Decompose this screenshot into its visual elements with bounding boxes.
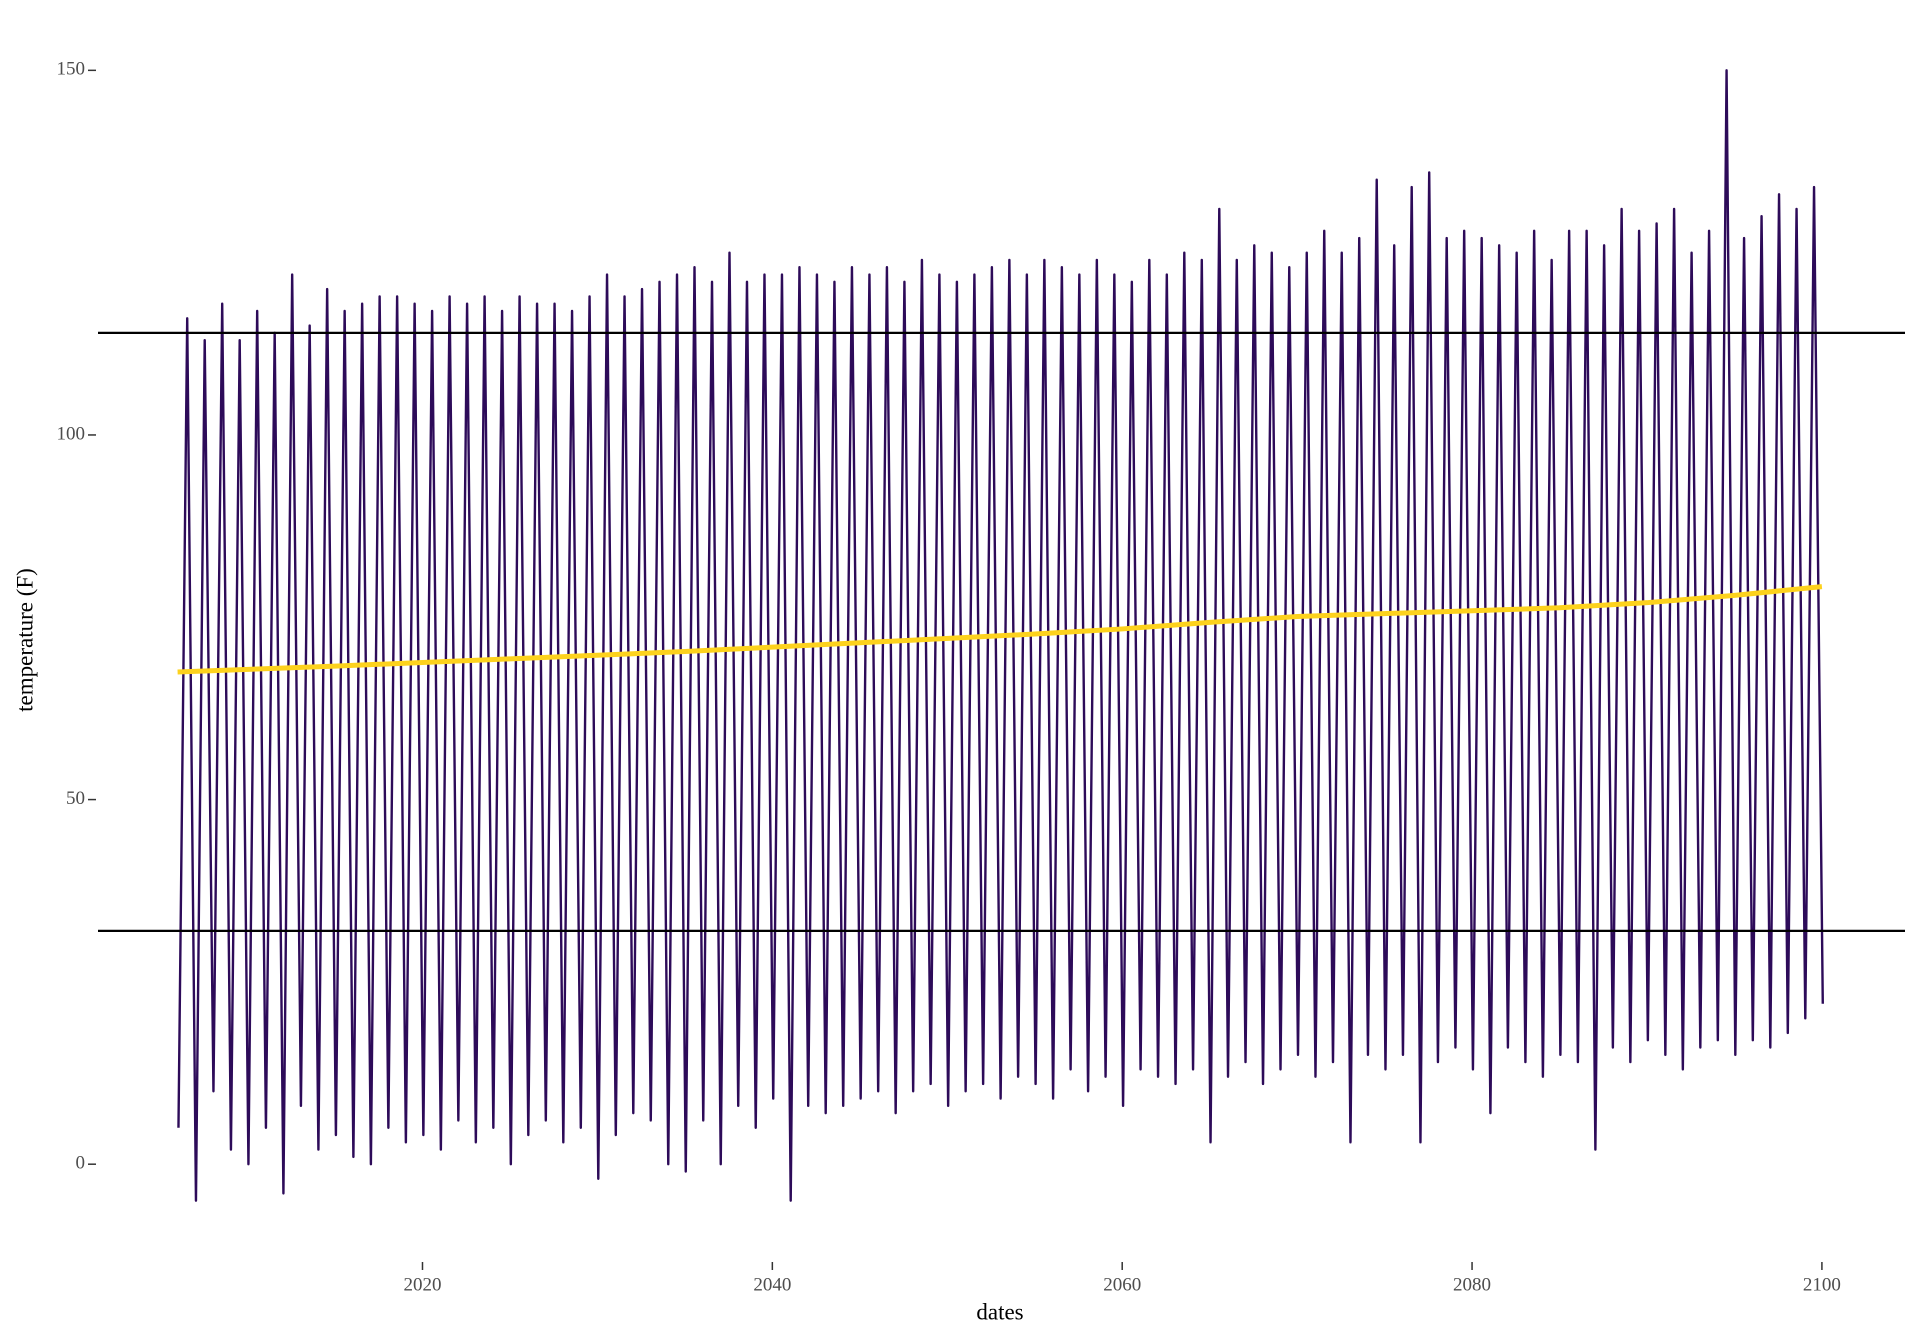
series-line (177, 69, 1824, 1202)
y-axis-title: temperature (F) (12, 568, 37, 712)
y-tick-label: 150 (57, 59, 86, 80)
x-tick-label: 2080 (1453, 1274, 1491, 1295)
x-axis-title: dates (976, 1299, 1023, 1324)
y-tick-label: 0 (76, 1153, 86, 1174)
x-tick-label: 2060 (1103, 1274, 1141, 1295)
y-tick-label: 50 (66, 788, 85, 809)
x-tick-label: 2020 (403, 1274, 441, 1295)
x-tick-label: 2100 (1803, 1274, 1841, 1295)
series-line (177, 584, 1823, 675)
y-tick-label: 100 (57, 423, 86, 444)
x-tick-label: 2040 (753, 1274, 791, 1295)
